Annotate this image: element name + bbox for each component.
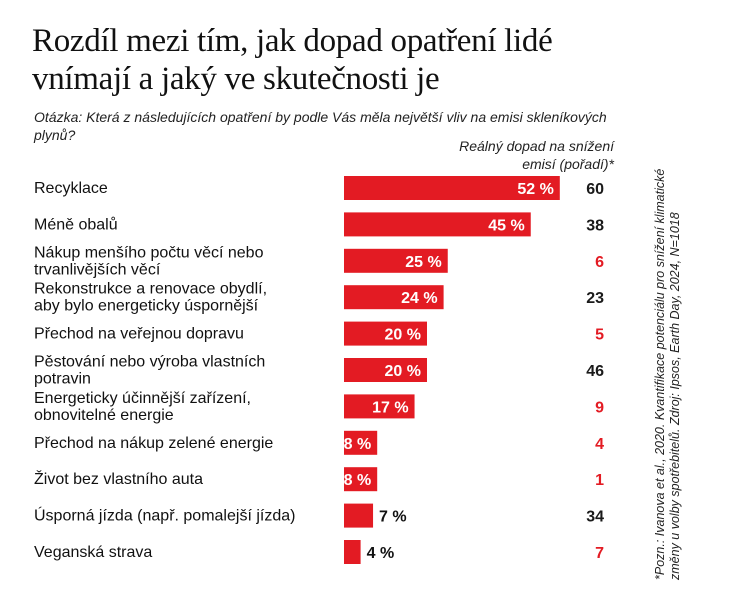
bar-value-label: 4 % xyxy=(367,545,395,562)
bar-value-label: 20 % xyxy=(385,327,421,344)
source-note-line-2: změny u volby spotřebitelů. Zdroj: Ipsos… xyxy=(668,212,682,581)
category-label: Pěstování nebo výroba vlastních xyxy=(34,354,265,371)
bar-value-label: 24 % xyxy=(401,290,437,307)
impact-rank: 7 xyxy=(595,545,604,562)
impact-rank: 34 xyxy=(586,509,604,526)
chart-title: Rozdíl mezi tím, jak dopad opatření lidé… xyxy=(32,23,553,97)
category-label: Přechod na veřejnou dopravu xyxy=(34,326,244,343)
category-label: Úsporná jízda (např. pomalejší jízda) xyxy=(34,506,295,525)
impact-rank: 60 xyxy=(586,181,604,198)
bar xyxy=(344,503,374,528)
bar xyxy=(344,394,415,419)
category-label: Veganská strava xyxy=(34,544,152,561)
impact-rank: 6 xyxy=(595,254,604,271)
bar-value-label: 7 % xyxy=(379,509,407,526)
bar-value-label: 8 % xyxy=(344,472,372,489)
impact-rank: 4 xyxy=(595,436,604,453)
impact-rank: 46 xyxy=(586,363,604,380)
impact-rank: 23 xyxy=(586,290,604,307)
impact-column-header: Reálný dopad na snížení emisí (pořadí)* xyxy=(459,138,614,172)
bar xyxy=(344,285,444,310)
bar xyxy=(344,540,361,564)
source-note: *Pozn.: Ivanova et al., 2020. Kvantifika… xyxy=(650,82,682,582)
bar xyxy=(344,430,378,455)
category-label: obnovitelné energie xyxy=(34,407,174,424)
bar-value-label: 20 % xyxy=(385,363,421,380)
category-label: aby bylo energeticky úspornější xyxy=(34,298,259,315)
impact-rank: 38 xyxy=(586,217,604,234)
category-label: Nákup menšího počtu věcí nebo xyxy=(34,244,264,261)
bar-value-label: 25 % xyxy=(405,254,441,271)
bar-value-label: 17 % xyxy=(372,399,408,416)
bar xyxy=(344,212,531,237)
category-label: potravin xyxy=(34,371,91,388)
impact-rank: 9 xyxy=(595,399,604,416)
bar xyxy=(344,358,427,382)
category-label: Život bez vlastního auta xyxy=(34,469,203,488)
survey-question: Otázka: Která z následujících opatření b… xyxy=(34,109,607,143)
bar xyxy=(344,248,448,273)
category-label: trvanlivějších věcí xyxy=(34,261,161,278)
category-label: Energeticky účinnější zařízení, xyxy=(34,390,251,407)
category-label: Rekonstrukce a renovace obydlí, xyxy=(34,281,267,298)
bar xyxy=(344,321,427,346)
category-label: Přechod na nákup zelené energie xyxy=(34,435,273,452)
source-note-svg: *Pozn.: Ivanova et al., 2020. Kvantifika… xyxy=(653,169,682,581)
bar-value-label: 52 % xyxy=(517,181,553,198)
category-label: Recyklace xyxy=(34,180,108,197)
bar-value-label: 8 % xyxy=(344,436,372,453)
impact-rank: 1 xyxy=(595,472,604,489)
bar-value-label: 45 % xyxy=(488,217,524,234)
category-label: Méně obalů xyxy=(34,215,118,233)
bar xyxy=(344,467,378,492)
impact-rank: 5 xyxy=(595,327,604,344)
source-note-line-1: *Pozn.: Ivanova et al., 2020. Kvantifika… xyxy=(653,169,667,580)
bar xyxy=(344,176,560,200)
